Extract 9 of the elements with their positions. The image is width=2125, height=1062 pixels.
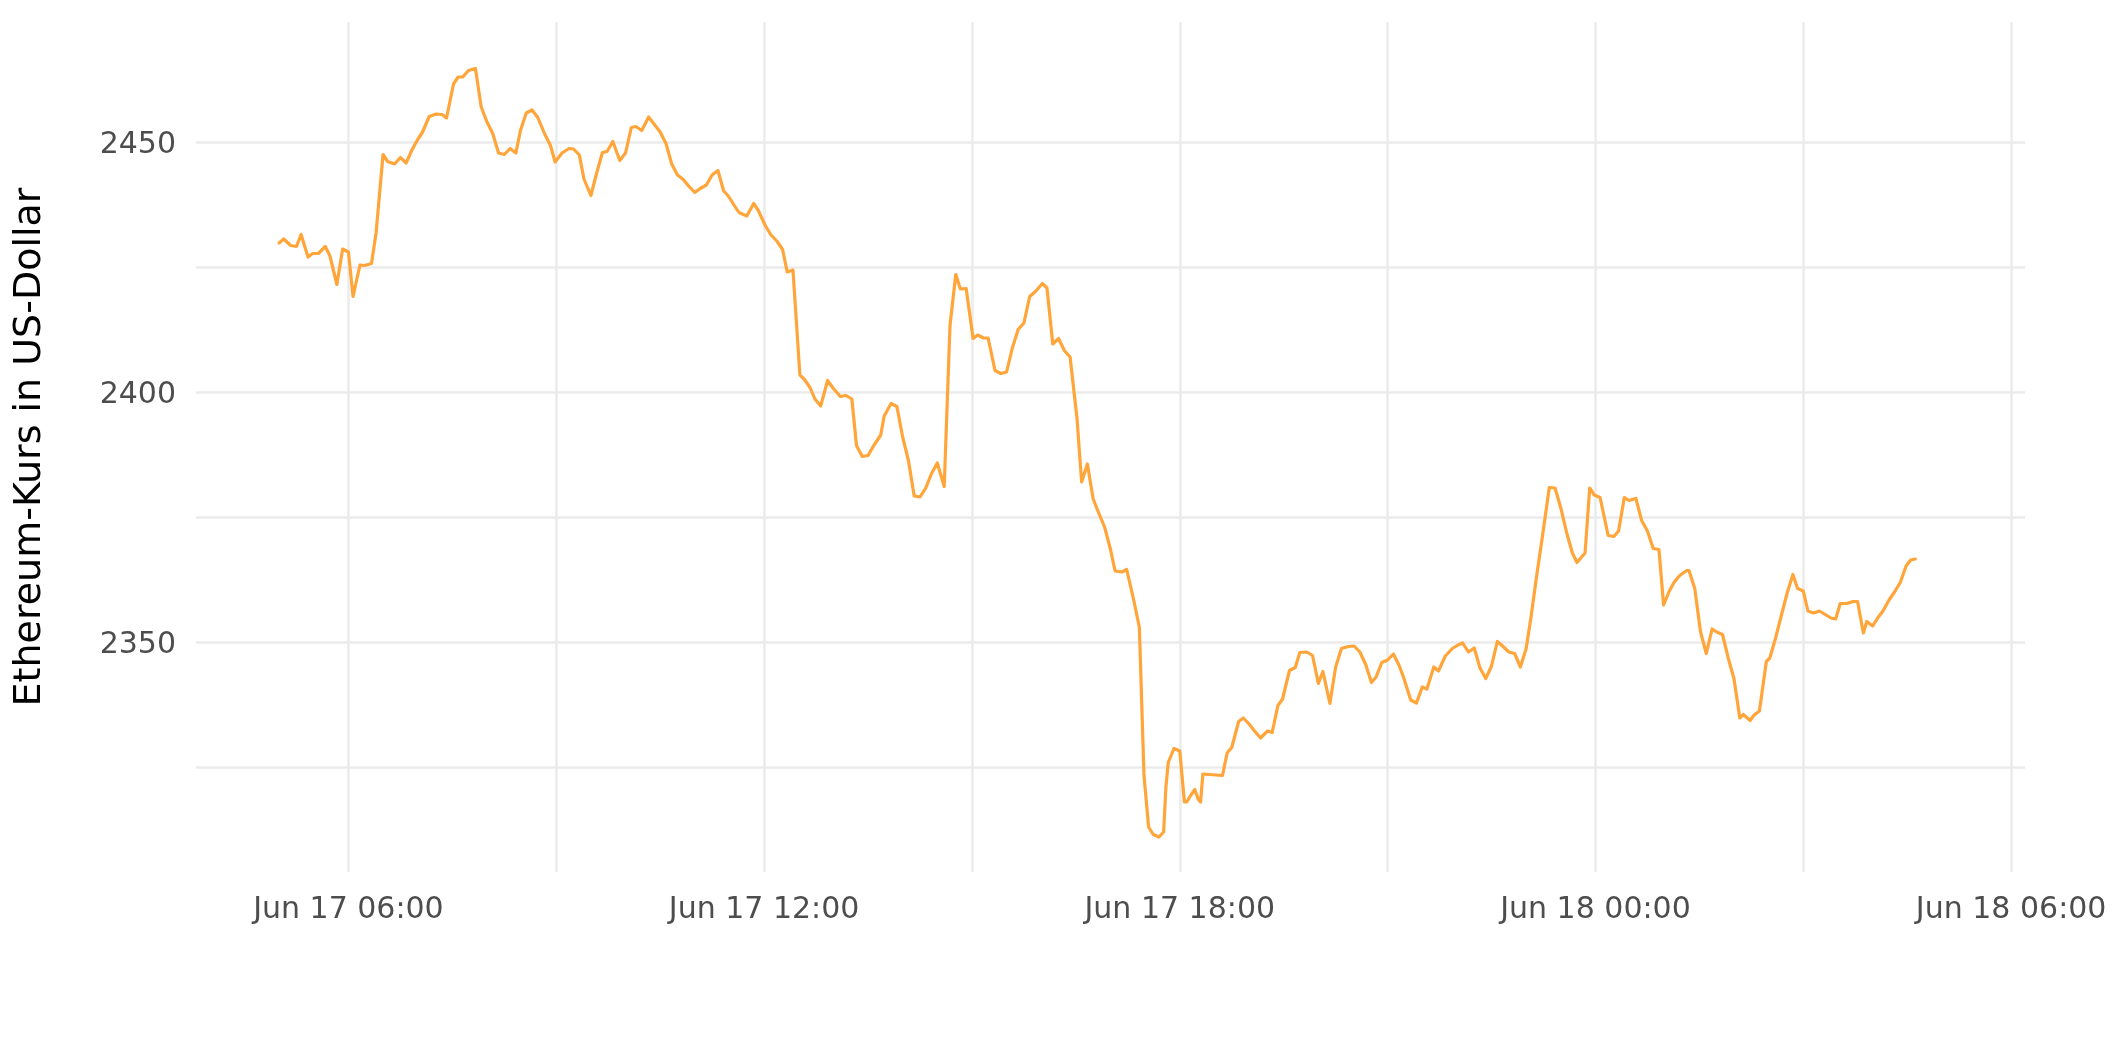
x-tick-label: Jun 18 06:00 xyxy=(1913,889,2107,925)
x-tick-label: Jun 17 06:00 xyxy=(251,889,444,925)
x-tick-label: Jun 17 18:00 xyxy=(1082,889,1276,925)
y-tick-label: 2450 xyxy=(99,124,176,160)
x-tick-label: Jun 18 00:00 xyxy=(1498,889,1691,925)
y-tick-label: 2350 xyxy=(99,624,176,660)
y-tick-label: 2400 xyxy=(99,374,176,410)
y-axis-title: Ethereum-Kurs in US-Dollar xyxy=(5,187,49,707)
x-tick-label: Jun 17 12:00 xyxy=(666,889,860,925)
